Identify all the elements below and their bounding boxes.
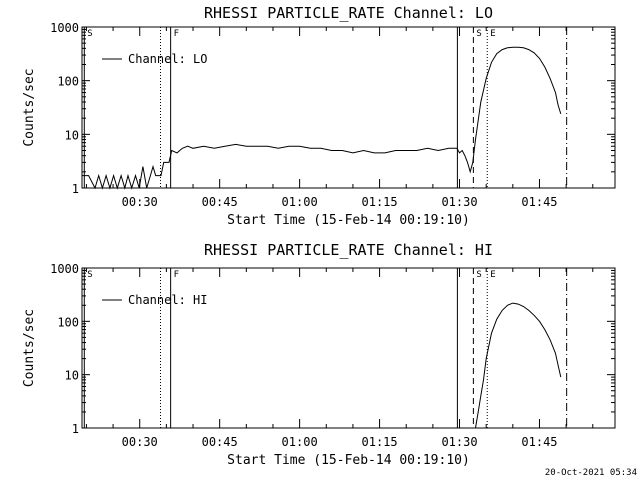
x-tick-label: 00:30 (122, 195, 158, 209)
y-tick-label: 1 (72, 182, 79, 196)
event-marker-label: S (476, 29, 481, 39)
y-tick-label: 100 (57, 315, 79, 329)
x-tick-label: 01:30 (441, 195, 477, 209)
event-marker-label: F (174, 270, 179, 280)
x-tick-label: 01:30 (441, 435, 477, 449)
event-marker-label: S (87, 29, 92, 39)
x-tick-label: 00:30 (122, 435, 158, 449)
y-tick-label: 1000 (50, 262, 79, 276)
x-tick-label: 01:45 (521, 435, 557, 449)
series-line-1 (475, 302, 562, 429)
y-axis-label: Counts/sec (22, 309, 37, 387)
x-tick-label: 00:45 (202, 435, 238, 449)
y-tick-label: 10 (65, 128, 79, 142)
x-axis-label: Start Time (15-Feb-14 00:19:10) (227, 213, 470, 228)
chart-title: RHESSI PARTICLE_RATE Channel: LO (204, 4, 493, 22)
chart-panel-1: RHESSI PARTICLE_RATE Channel: LO 1 10 100 10… (22, 4, 616, 228)
series-line-1 (82, 46, 562, 190)
plot-frame (81, 267, 616, 429)
footer-timestamp: 20-Oct-2021 05:34 (545, 468, 637, 478)
x-axis-label: Start Time (15-Feb-14 00:19:10) (227, 453, 470, 468)
x-tick-label: 01:45 (521, 195, 557, 209)
event-marker-label: S (476, 270, 481, 280)
x-tick-label: 01:00 (282, 435, 318, 449)
event-marker-label: S (87, 270, 92, 280)
x-tick-label: 01:15 (362, 435, 398, 449)
event-marker-label: E (490, 29, 495, 39)
x-tick-label: 01:15 (362, 195, 398, 209)
event-marker-label: E (490, 270, 495, 280)
plot-frame (81, 26, 616, 189)
legend-label: Channel: LO (128, 52, 207, 66)
x-tick-label: 01:00 (282, 195, 318, 209)
y-axis-label: Counts/sec (22, 68, 37, 146)
y-tick-label: 1000 (50, 21, 79, 35)
event-marker-label: F (174, 29, 179, 39)
legend-label: Channel: HI (128, 293, 207, 307)
chart-title: RHESSI PARTICLE_RATE Channel: HI (204, 241, 493, 259)
chart-panel-2: RHESSI PARTICLE_RATE Channel: HI 1 10 100 10… (22, 241, 616, 468)
y-tick-label: 100 (57, 75, 79, 89)
x-tick-label: 00:45 (202, 195, 238, 209)
y-tick-label: 10 (65, 369, 79, 383)
y-tick-label: 1 (72, 422, 79, 436)
